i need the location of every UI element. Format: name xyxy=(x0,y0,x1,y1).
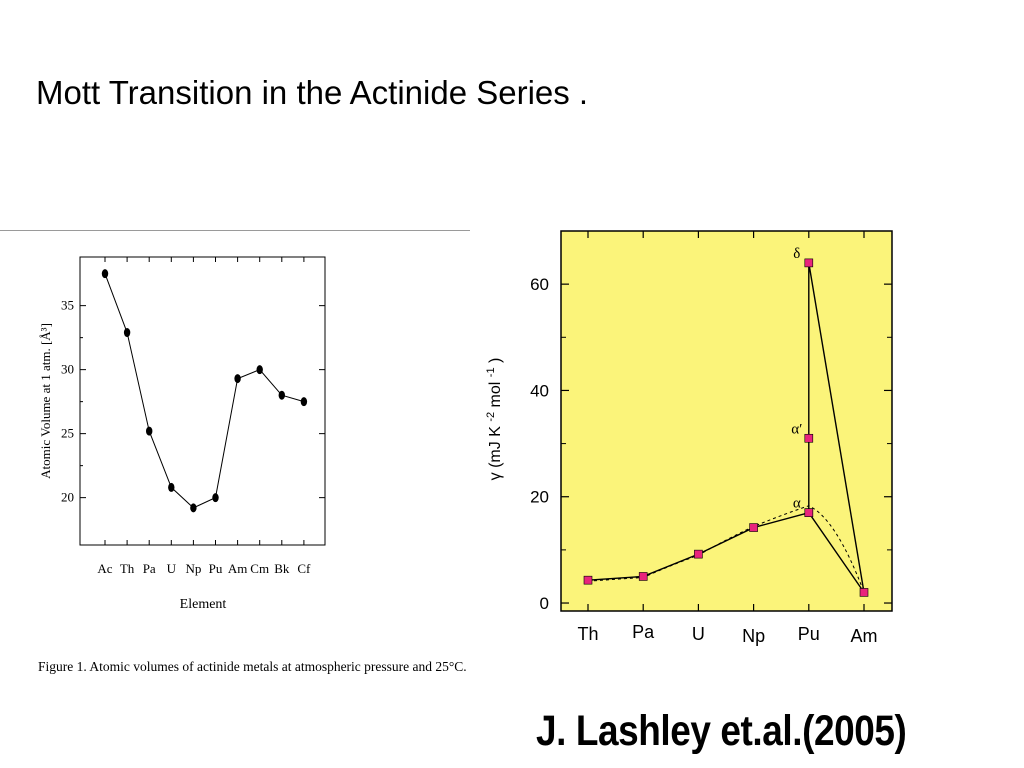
right-phase-point xyxy=(804,508,814,517)
left-data-point xyxy=(190,503,197,513)
left-data-point xyxy=(212,493,219,503)
left-x-ticks: Ac Th Pa U Np Pu Am Cm Bk Cf xyxy=(97,257,311,576)
right-x-tick-label: U xyxy=(692,624,705,644)
left-x-axis-title: Element xyxy=(180,597,227,612)
left-y-tick-label: 25 xyxy=(61,426,74,441)
left-x-tick-label: Np xyxy=(185,561,201,576)
unit-mol-exponent: -1 xyxy=(485,367,497,377)
right-x-tick-label: Am xyxy=(851,626,878,646)
right-x-ticks: Th Pa U Np Pu Am xyxy=(577,231,878,646)
right-x-tick-label: Th xyxy=(577,624,598,644)
citation: J. Lashley et.al.(2005) xyxy=(536,707,907,755)
right-series-line-2 xyxy=(808,262,865,593)
left-data-point xyxy=(234,374,241,384)
left-data-point xyxy=(278,390,285,400)
right-y-axis-title: γ (mJ K -2 mol -1 ) xyxy=(481,358,504,481)
left-y-ticks: 20 25 30 35 xyxy=(61,298,325,505)
gamma-symbol: γ xyxy=(487,472,504,480)
left-x-tick-label: Pu xyxy=(209,561,223,576)
right-phase-point xyxy=(804,433,814,443)
right-y-tick-label: 20 xyxy=(530,488,549,507)
right-series-line-1 xyxy=(587,511,865,593)
left-x-tick-label: Am xyxy=(228,561,248,576)
left-y-axis-title: Atomic Volume at 1 atm. [Å³] xyxy=(38,323,53,479)
slide-title: Mott Transition in the Actinide Series . xyxy=(36,74,589,111)
left-series-line xyxy=(104,273,305,509)
right-x-tick-label: Pa xyxy=(632,622,655,642)
unit-close: ) xyxy=(487,358,504,363)
right-phase-label: δ xyxy=(793,246,800,262)
left-x-tick-label: Cf xyxy=(297,561,311,576)
right-y-tick-label: 0 xyxy=(540,594,549,613)
right-data-point xyxy=(749,523,758,532)
left-data-point xyxy=(123,328,131,338)
left-chart: Atomic Volume at 1 atm. [Å³] Element Fig… xyxy=(38,256,467,674)
right-data-point xyxy=(859,588,869,597)
left-data-point xyxy=(256,365,263,375)
unit-k-exponent: -2 xyxy=(485,412,497,422)
right-plot-frame xyxy=(560,230,893,612)
left-y-tick-label: 35 xyxy=(61,298,74,313)
left-x-tick-label: Cm xyxy=(250,561,269,576)
left-y-tick-label: 30 xyxy=(61,362,74,377)
right-y-tick-label: 60 xyxy=(530,275,549,294)
left-x-tick-label: Bk xyxy=(274,561,290,576)
unit-open: (mJ K xyxy=(487,426,504,468)
right-y-tick-label: 40 xyxy=(530,381,549,400)
right-data-point xyxy=(694,549,703,559)
right-phase-label: α′ xyxy=(791,421,802,437)
right-x-tick-label: Pu xyxy=(798,624,820,644)
left-x-tick-label: U xyxy=(167,561,177,576)
right-data-point xyxy=(638,572,648,581)
right-series: δ α′ α xyxy=(583,246,869,597)
left-figure-caption: Figure 1. Atomic volumes of actinide met… xyxy=(38,659,467,674)
left-x-tick-label: Pa xyxy=(143,561,156,576)
unit-mol: mol xyxy=(487,382,504,408)
right-phase-label: α xyxy=(793,496,801,512)
left-data-point xyxy=(146,426,153,436)
left-data-point xyxy=(168,482,175,492)
right-x-tick-label: Np xyxy=(742,626,765,646)
left-data-point xyxy=(300,397,308,407)
left-plot-frame xyxy=(79,256,326,546)
left-x-tick-label: Ac xyxy=(97,561,112,576)
separator-line xyxy=(0,230,470,231)
left-series xyxy=(101,269,308,513)
right-phase-point xyxy=(804,258,814,268)
right-y-ticks: 0 20 40 60 xyxy=(530,275,892,613)
left-x-tick-label: Th xyxy=(120,561,135,576)
right-data-point xyxy=(583,575,593,585)
left-y-tick-label: 20 xyxy=(61,490,74,505)
left-data-point xyxy=(101,269,109,279)
